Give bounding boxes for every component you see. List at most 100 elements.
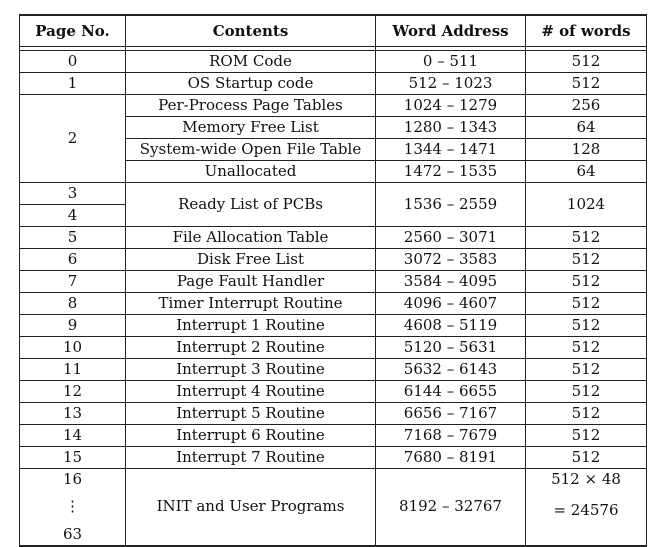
contents-cell: Interrupt 2 Routine (125, 336, 376, 359)
contents-cell: Memory Free List (125, 116, 376, 139)
page-range-ellipsis: ⋮ (65, 497, 80, 516)
contents-cell: System-wide Open File Table (125, 138, 376, 161)
table-body: 0 ROM Code 0 – 511 512 1 OS Startup code… (19, 46, 647, 547)
table-row: Unallocated 1472 – 1535 64 (20, 160, 647, 183)
contents-cell: Interrupt 4 Routine (125, 380, 376, 403)
contents-cell: ROM Code (125, 50, 376, 73)
words-cell: 512 (525, 72, 647, 95)
address-cell: 4608 – 5119 (375, 314, 526, 337)
page-cell: 16 ⋮ 63 (19, 468, 126, 547)
words-cell: 512 × 48 = 24576 (525, 468, 647, 547)
memory-layout-table: Page No. Contents Word Address # of word… (19, 14, 647, 547)
contents-cell: Page Fault Handler (125, 270, 376, 293)
contents-cell: Per-Process Page Tables (125, 94, 376, 117)
contents-cell: Interrupt 7 Routine (125, 446, 376, 469)
words-cell: 512 (525, 226, 647, 249)
table-row: Memory Free List 1280 – 1343 64 (20, 116, 647, 139)
table-row: 3 Ready List of PCBs 1536 – 2559 1024 (19, 182, 647, 227)
page-cell: 12 (19, 380, 126, 403)
contents-cell: Ready List of PCBs (125, 182, 376, 227)
page-cell: 8 (19, 292, 126, 315)
table-row: 8 Timer Interrupt Routine 4096 – 4607 51… (19, 292, 647, 315)
table-row: 2 Per-Process Page Tables 1024 – 1279 25… (19, 94, 647, 183)
table-row: 9 Interrupt 1 Routine 4608 – 5119 512 (19, 314, 647, 337)
page-cell: 2 (19, 94, 126, 183)
page-cell: 7 (19, 270, 126, 293)
table-row: 16 ⋮ 63 INIT and User Programs 8192 – 32… (19, 468, 647, 547)
page-cell: 1 (19, 72, 126, 95)
table-row: 6 Disk Free List 3072 – 3583 512 (19, 248, 647, 271)
header-num-words: # of words (525, 14, 647, 47)
header-contents: Contents (125, 14, 376, 47)
address-cell: 7680 – 8191 (375, 446, 526, 469)
address-cell: 6144 – 6655 (375, 380, 526, 403)
table-row: 11 Interrupt 3 Routine 5632 – 6143 512 (19, 358, 647, 381)
words-cell: 128 (525, 138, 647, 161)
page-cell: 9 (19, 314, 126, 337)
contents-cell: Timer Interrupt Routine (125, 292, 376, 315)
words-cell: 256 (525, 94, 647, 117)
page-cell: 3 (19, 182, 126, 205)
contents-cell: Interrupt 5 Routine (125, 402, 376, 425)
table-row: 10 Interrupt 2 Routine 5120 – 5631 512 (19, 336, 647, 359)
table-header: Page No. Contents Word Address # of word… (19, 14, 647, 47)
address-cell: 3584 – 4095 (375, 270, 526, 293)
address-cell: 6656 – 7167 (375, 402, 526, 425)
address-cell: 4096 – 4607 (375, 292, 526, 315)
header-word-address: Word Address (375, 14, 526, 47)
address-cell: 3072 – 3583 (375, 248, 526, 271)
words-cell: 512 (525, 358, 647, 381)
words-cell: 512 (525, 248, 647, 271)
words-cell: 512 (525, 314, 647, 337)
address-cell: 2560 – 3071 (375, 226, 526, 249)
address-cell: 512 – 1023 (375, 72, 526, 95)
address-cell: 1536 – 2559 (375, 182, 526, 227)
table-row: 5 File Allocation Table 2560 – 3071 512 (19, 226, 647, 249)
page-cell: 4 (19, 204, 126, 227)
contents-cell: INIT and User Programs (125, 468, 376, 547)
page-range-start: 16 (62, 470, 83, 488)
address-cell: 1344 – 1471 (375, 138, 526, 161)
page-cell: 15 (19, 446, 126, 469)
page-cell: 6 (19, 248, 126, 271)
page-range-end: 63 (62, 524, 83, 543)
contents-cell: Interrupt 6 Routine (125, 424, 376, 447)
table-row: 13 Interrupt 5 Routine 6656 – 7167 512 (19, 402, 647, 425)
table-row: 14 Interrupt 6 Routine 7168 – 7679 512 (19, 424, 647, 447)
address-cell: 5120 – 5631 (375, 336, 526, 359)
contents-cell: File Allocation Table (125, 226, 376, 249)
table-row: System-wide Open File Table 1344 – 1471 … (20, 138, 647, 161)
contents-cell: Interrupt 1 Routine (125, 314, 376, 337)
contents-cell: Disk Free List (125, 248, 376, 271)
words-cell: 512 (525, 424, 647, 447)
memory-layout-table-container: Page No. Contents Word Address # of word… (19, 14, 647, 547)
words-cell: 64 (525, 116, 647, 139)
page-cell: 13 (19, 402, 126, 425)
words-total: = 24576 (553, 501, 619, 520)
address-cell: 1024 – 1279 (375, 94, 526, 117)
address-cell: 7168 – 7679 (375, 424, 526, 447)
page-cell: 0 (19, 50, 126, 73)
table-row: 1 OS Startup code 512 – 1023 512 (19, 72, 647, 95)
table-row: 0 ROM Code 0 – 511 512 (19, 50, 647, 73)
address-cell: 1472 – 1535 (375, 160, 526, 183)
page-cell: 14 (19, 424, 126, 447)
page-cell: 11 (19, 358, 126, 381)
table-row: 15 Interrupt 7 Routine 7680 – 8191 512 (19, 446, 647, 469)
words-cell: 1024 (525, 182, 647, 227)
words-cell: 512 (525, 336, 647, 359)
address-cell: 0 – 511 (375, 50, 526, 73)
words-cell: 512 (525, 446, 647, 469)
page-cell: 5 (19, 226, 126, 249)
words-stack: 512 × 48 = 24576 (526, 469, 646, 545)
address-cell: 8192 – 32767 (375, 468, 526, 547)
header-page-no: Page No. (19, 14, 126, 47)
words-cell: 512 (525, 380, 647, 403)
address-cell: 1280 – 1343 (375, 116, 526, 139)
words-cell: 512 (525, 270, 647, 293)
header-row: Page No. Contents Word Address # of word… (19, 14, 647, 47)
contents-cell: OS Startup code (125, 72, 376, 95)
words-formula: 512 × 48 (551, 470, 621, 488)
words-cell: 512 (525, 50, 647, 73)
header-gap (19, 46, 647, 51)
